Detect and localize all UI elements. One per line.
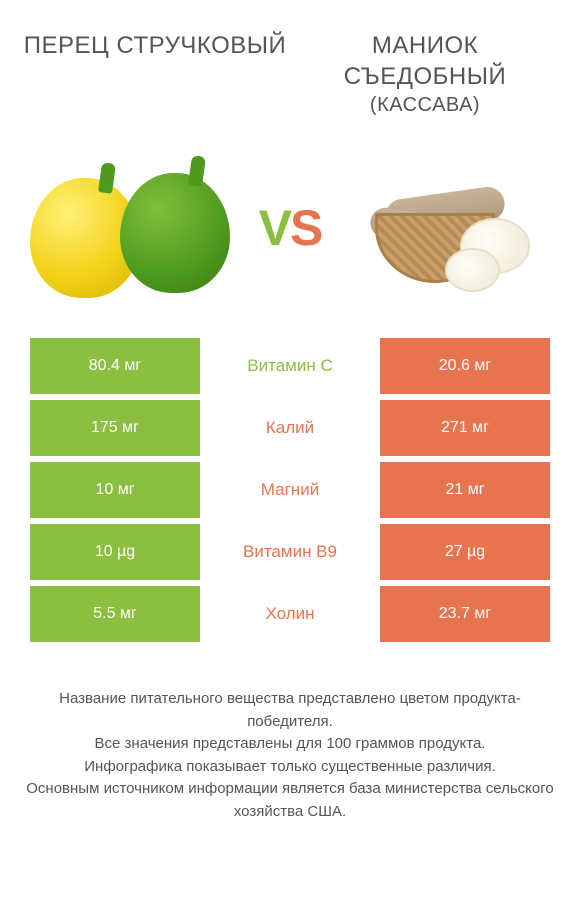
footer-line-1: Название питательного вещества представл… bbox=[20, 688, 560, 733]
left-value: 175 мг bbox=[30, 400, 200, 456]
footer-line-4: Основным источником информации является … bbox=[20, 778, 560, 823]
nutrient-label: Витамин B9 bbox=[200, 524, 380, 580]
right-food-title: МАНИОК СЪЕДОБНЫЙ (КАССАВА) bbox=[290, 30, 560, 118]
right-food-title-sub: (КАССАВА) bbox=[290, 92, 560, 118]
nutrient-label: Магний bbox=[200, 462, 380, 518]
footer-line-3: Инфографика показывает только существенн… bbox=[20, 756, 560, 779]
nutrient-label: Калий bbox=[200, 400, 380, 456]
table-row: 5.5 мгХолин23.7 мг bbox=[30, 586, 550, 642]
left-value: 10 µg bbox=[30, 524, 200, 580]
vs-s: S bbox=[290, 200, 321, 256]
table-row: 10 µgВитамин B927 µg bbox=[30, 524, 550, 580]
table-row: 175 мгКалий271 мг bbox=[30, 400, 550, 456]
right-value: 27 µg bbox=[380, 524, 550, 580]
nutrient-label: Витамин C bbox=[200, 338, 380, 394]
left-food-title: ПЕРЕЦ СТРУЧКОВЫЙ bbox=[20, 30, 290, 118]
vs-v: V bbox=[259, 200, 290, 256]
hero-row: VS bbox=[0, 128, 580, 338]
comparison-table: 80.4 мгВитамин C20.6 мг 175 мгКалий271 мг… bbox=[0, 338, 580, 642]
right-food-image bbox=[350, 148, 550, 308]
bell-peppers-icon bbox=[30, 148, 230, 308]
cassava-icon bbox=[365, 158, 535, 298]
table-row: 80.4 мгВитамин C20.6 мг bbox=[30, 338, 550, 394]
nutrient-label: Холин bbox=[200, 586, 380, 642]
right-value: 271 мг bbox=[380, 400, 550, 456]
footer-line-2: Все значения представлены для 100 граммо… bbox=[20, 733, 560, 756]
vs-label: VS bbox=[259, 199, 322, 257]
right-value: 23.7 мг bbox=[380, 586, 550, 642]
left-value: 80.4 мг bbox=[30, 338, 200, 394]
left-value: 5.5 мг bbox=[30, 586, 200, 642]
right-value: 20.6 мг bbox=[380, 338, 550, 394]
right-food-title-main: МАНИОК СЪЕДОБНЫЙ bbox=[344, 32, 507, 90]
footer-notes: Название питательного вещества представл… bbox=[0, 648, 580, 823]
table-row: 10 мгМагний21 мг bbox=[30, 462, 550, 518]
left-food-image bbox=[30, 148, 230, 308]
right-value: 21 мг bbox=[380, 462, 550, 518]
header: ПЕРЕЦ СТРУЧКОВЫЙ МАНИОК СЪЕДОБНЫЙ (КАССА… bbox=[0, 0, 580, 128]
left-value: 10 мг bbox=[30, 462, 200, 518]
